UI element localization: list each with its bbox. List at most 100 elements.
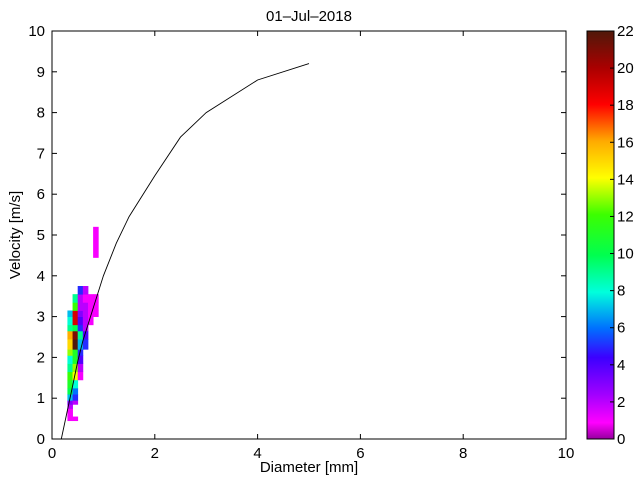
heatmap-cell: [67, 400, 73, 405]
heatmap-cell: [72, 394, 79, 401]
y-tick-label: 0: [37, 431, 45, 448]
heatmap-cell: [82, 294, 89, 303]
y-tick-label: 6: [37, 186, 45, 203]
heatmap-cell: [67, 363, 73, 373]
x-tick-label: 4: [253, 445, 261, 462]
heatmap-cell: [77, 339, 84, 350]
colorbar-tick-label: 22: [617, 23, 634, 40]
heatmap-cell: [72, 324, 79, 332]
heatmap-cell: [72, 349, 79, 356]
heatmap-cell: [67, 316, 73, 326]
colorbar-tick-label: 10: [617, 246, 634, 263]
heatmap-cell: [77, 324, 84, 332]
heatmap-cell: [72, 294, 79, 303]
heatmap-cell: [82, 316, 89, 326]
heatmap-cell: [82, 324, 89, 332]
heatmap-cell: [72, 302, 79, 311]
heatmap-cell: [72, 310, 79, 317]
heatmap-cell: [72, 330, 79, 340]
heatmap-cell: [67, 416, 73, 422]
heatmap-cell: [82, 330, 89, 340]
heatmap-cell: [77, 371, 84, 381]
heatmap-cell: [67, 404, 73, 409]
x-axis: 0 2 4 6 8 10: [48, 31, 575, 462]
y-tick-label: 5: [37, 227, 45, 244]
heatmap-cell: [72, 355, 79, 364]
colorbar-tick-label: 14: [617, 171, 634, 188]
heatmap-cell: [77, 349, 84, 356]
heatmap-cell: [77, 355, 84, 364]
colorbar-tick-label: 12: [617, 208, 634, 225]
colorbar-ticks: 0 2 4 6 8 10 12 14 16 18 20 22: [610, 23, 634, 448]
heatmap-cell: [67, 310, 73, 317]
colorbar-tick-label: 16: [617, 134, 634, 151]
x-tick-label: 10: [558, 445, 575, 462]
colorbar-tick-label: 2: [617, 394, 625, 411]
heatmap-cell: [67, 379, 73, 389]
x-tick-label: 8: [459, 445, 467, 462]
colorbar: 0 2 4 6 8 10 12 14 16 18 20 22: [586, 23, 634, 448]
y-tick-label: 1: [37, 390, 45, 407]
y-tick-label: 2: [37, 349, 45, 366]
colorbar-tick-label: 18: [617, 97, 634, 114]
heatmap-cell: [72, 379, 79, 389]
heatmap-cell: [67, 324, 73, 332]
heatmap-cell: [67, 388, 73, 395]
heatmap-cell: [67, 349, 73, 356]
plot-frame: [51, 30, 567, 440]
y-axis: 0 1 2 3 4 5 6 7 8 9 10: [28, 23, 566, 448]
heatmap-cell: [72, 363, 79, 373]
heatmap-cell: [87, 294, 94, 303]
x-tick-label: 2: [151, 445, 159, 462]
heatmap-cell: [77, 286, 84, 295]
heatmap-cell: [82, 310, 89, 317]
heatmap-cell: [93, 310, 99, 317]
heatmap-cell: [67, 339, 73, 350]
heatmap-cell: [72, 388, 79, 395]
chart-title: 01–Jul–2018: [266, 8, 352, 25]
colorbar-gradient: [586, 30, 615, 440]
heatmap-cell: [82, 286, 89, 295]
heatmap-cells: [67, 226, 99, 422]
heatmap-cell: [77, 363, 84, 373]
heatmap-cell: [67, 408, 73, 417]
y-tick-label: 7: [37, 145, 45, 162]
heatmap-cell: [72, 371, 79, 381]
heatmap-cell: [77, 310, 84, 317]
heatmap-cell: [67, 330, 73, 340]
heatmap-cell: [93, 302, 99, 311]
heatmap-cell: [72, 339, 79, 350]
heatmap-cell: [87, 310, 94, 317]
y-tick-label: 9: [37, 64, 45, 81]
colorbar-tick-label: 8: [617, 283, 625, 300]
heatmap-cell: [82, 339, 89, 350]
colorbar-tick-label: 20: [617, 60, 634, 77]
y-tick-label: 10: [28, 23, 45, 40]
colorbar-tick-label: 6: [617, 320, 625, 337]
x-tick-label: 6: [356, 445, 364, 462]
x-tick-label: 0: [48, 445, 56, 462]
y-tick-label: 3: [37, 309, 45, 326]
heatmap-cell: [77, 302, 84, 311]
heatmap-cell: [77, 294, 84, 303]
heatmap-cell: [82, 302, 89, 311]
x-axis-label: Diameter [mm]: [260, 459, 358, 476]
colorbar-tick-label: 4: [617, 357, 625, 374]
heatmap-cell: [77, 330, 84, 340]
heatmap-cell: [87, 316, 94, 326]
heatmap-cell: [67, 371, 73, 381]
heatmap-cell: [93, 226, 99, 258]
heatmap-cell: [72, 416, 79, 422]
heatmap-cell: [72, 400, 79, 405]
y-tick-label: 8: [37, 105, 45, 122]
heatmap-cell: [77, 316, 84, 326]
reference-curve: [60, 63, 310, 440]
y-axis-label: Velocity [m/s]: [7, 191, 24, 279]
heatmap-cell: [72, 316, 79, 326]
plot-area: [51, 30, 567, 440]
heatmap-cell: [67, 355, 73, 364]
heatmap-cell: [87, 302, 94, 311]
colorbar-tick-label: 0: [617, 431, 625, 448]
y-tick-label: 4: [37, 268, 45, 285]
